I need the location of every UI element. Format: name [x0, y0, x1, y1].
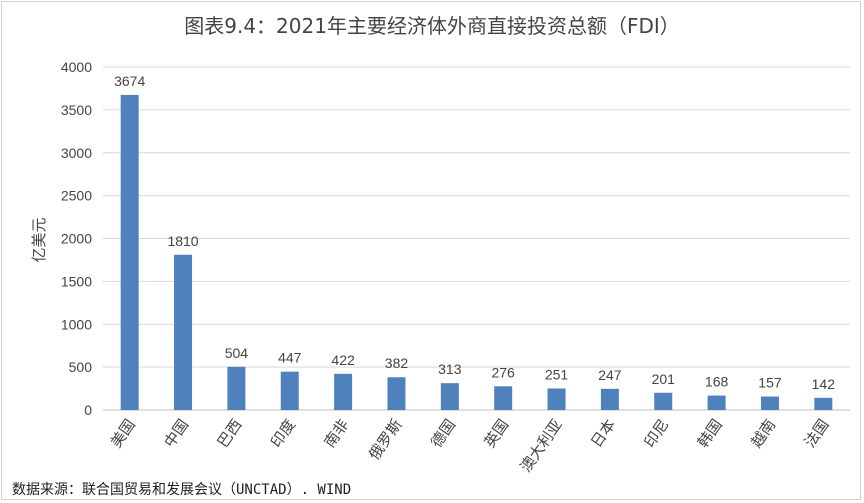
x-tick-label: 越南: [748, 417, 779, 451]
x-tick-label: 韩国: [695, 417, 726, 451]
y-tick-label: 500: [69, 359, 93, 375]
bar: [547, 388, 566, 410]
data-label: 3674: [114, 73, 145, 89]
bar: [814, 397, 833, 410]
bar: [120, 94, 139, 410]
x-tick-label: 英国: [480, 416, 512, 451]
y-tick-label: 3000: [61, 145, 92, 161]
y-tick-label: 2500: [61, 188, 92, 204]
data-label: 1810: [167, 233, 198, 249]
data-label: 142: [812, 376, 836, 392]
data-label: 313: [438, 361, 462, 377]
x-tick-label: 印尼: [641, 417, 672, 451]
x-tick-label: 澳大利亚: [517, 417, 565, 476]
data-label: 447: [278, 350, 302, 366]
bar: [707, 395, 726, 410]
bar: [334, 373, 353, 410]
x-tick-label: 南非: [321, 417, 352, 451]
y-tick-label: 3500: [61, 102, 92, 118]
bar: [494, 386, 513, 410]
y-tick-label: 2000: [61, 231, 92, 247]
data-label: 251: [545, 366, 569, 382]
chart-title: 图表9.4：2021年主要经济体外商直接投资总额（FDI）: [184, 14, 680, 38]
bar: [280, 371, 299, 410]
x-tick-label: 巴西: [215, 417, 246, 451]
x-tick-label: 印度: [268, 417, 299, 451]
bar: [227, 366, 246, 410]
data-source: 数据来源：联合国贸易和发展会议（UNCTAD）. WIND: [12, 482, 352, 498]
y-tick-label: 1500: [61, 273, 92, 289]
x-tick-label: 德国: [427, 416, 459, 451]
bar: [174, 254, 193, 410]
bar: [600, 388, 619, 410]
y-axis-label: 亿美元: [31, 217, 48, 262]
y-tick-label: 0: [84, 402, 92, 418]
x-tick-label: 俄罗斯: [366, 417, 406, 464]
x-tick-label: 法国: [801, 417, 832, 451]
x-tick-label: 美国: [108, 417, 139, 451]
bar: [440, 383, 459, 410]
data-label: 422: [331, 352, 355, 368]
data-label: 247: [598, 367, 622, 383]
data-label: 168: [705, 374, 729, 390]
data-label: 276: [491, 364, 515, 380]
data-label: 382: [385, 355, 409, 371]
y-tick-label: 4000: [61, 59, 92, 75]
data-label: 201: [652, 371, 676, 387]
bar: [760, 396, 779, 410]
x-tick-label: 中国: [161, 417, 192, 451]
data-label: 504: [225, 345, 249, 361]
y-tick-label: 1000: [61, 316, 92, 332]
bar: [387, 377, 406, 410]
x-tick-label: 日本: [588, 417, 619, 451]
data-label: 157: [758, 375, 782, 391]
bar: [654, 392, 673, 410]
